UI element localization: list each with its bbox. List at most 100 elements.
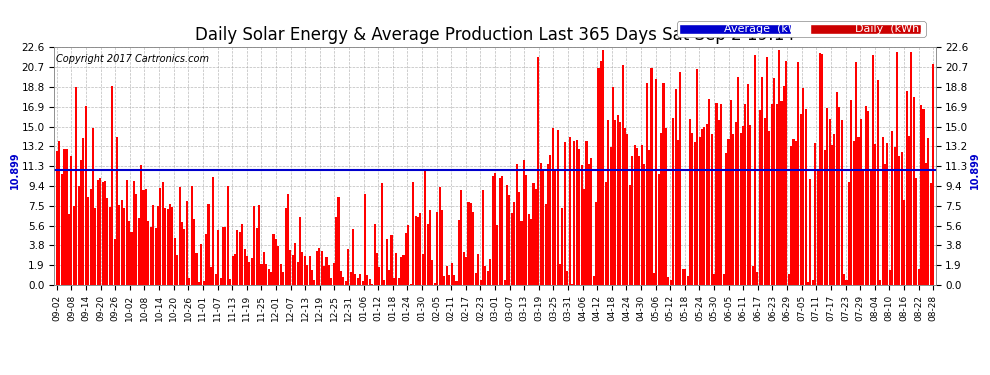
Bar: [850, 100, 852, 285]
Bar: [523, 160, 525, 285]
Bar: [361, 281, 363, 285]
Bar: [237, 230, 239, 285]
Bar: [77, 186, 79, 285]
Bar: [906, 91, 908, 285]
Bar: [533, 183, 535, 285]
Bar: [918, 269, 920, 285]
Bar: [205, 234, 207, 285]
Bar: [578, 149, 580, 285]
Bar: [85, 106, 87, 285]
Bar: [583, 189, 585, 285]
Bar: [581, 165, 583, 285]
Bar: [632, 156, 634, 285]
Bar: [215, 274, 217, 285]
Bar: [721, 104, 723, 285]
Bar: [679, 72, 681, 285]
Bar: [455, 280, 457, 285]
Bar: [282, 272, 284, 285]
Bar: [166, 209, 168, 285]
Bar: [152, 205, 154, 285]
Bar: [600, 61, 602, 285]
Bar: [775, 104, 778, 285]
Bar: [652, 273, 655, 285]
Bar: [176, 255, 178, 285]
Bar: [465, 257, 467, 285]
Bar: [171, 207, 173, 285]
Bar: [857, 138, 859, 285]
Bar: [222, 227, 224, 285]
Bar: [299, 217, 301, 285]
Bar: [453, 275, 455, 285]
Bar: [691, 133, 693, 285]
Bar: [855, 62, 857, 285]
Bar: [660, 134, 662, 285]
Bar: [121, 200, 123, 285]
Bar: [773, 78, 775, 285]
Bar: [437, 211, 439, 285]
Bar: [687, 276, 689, 285]
Bar: [460, 190, 462, 285]
Bar: [441, 210, 444, 285]
Bar: [684, 269, 686, 285]
Bar: [280, 264, 282, 285]
Bar: [704, 127, 706, 285]
Bar: [504, 280, 506, 285]
Bar: [477, 254, 479, 285]
Bar: [708, 99, 710, 285]
Bar: [530, 219, 533, 285]
Bar: [232, 256, 234, 285]
Bar: [114, 239, 116, 285]
Bar: [629, 185, 631, 285]
Bar: [800, 114, 802, 285]
Bar: [641, 146, 643, 285]
Bar: [161, 182, 163, 285]
Bar: [740, 133, 742, 285]
Bar: [780, 101, 782, 285]
Bar: [845, 280, 847, 285]
Bar: [220, 278, 222, 285]
Bar: [405, 232, 407, 285]
Bar: [824, 150, 826, 285]
Bar: [788, 274, 790, 285]
Bar: [730, 100, 732, 285]
Bar: [287, 195, 289, 285]
Bar: [338, 197, 340, 285]
Bar: [407, 225, 409, 285]
Bar: [501, 176, 503, 285]
Bar: [258, 204, 260, 285]
Bar: [756, 272, 758, 285]
Bar: [395, 253, 397, 285]
Bar: [68, 214, 70, 285]
Bar: [822, 54, 824, 285]
Bar: [836, 93, 838, 285]
Bar: [126, 180, 128, 285]
Bar: [80, 159, 82, 285]
Bar: [925, 163, 927, 285]
Bar: [70, 156, 72, 285]
Bar: [376, 253, 378, 285]
Bar: [97, 180, 99, 285]
Bar: [521, 221, 523, 285]
Bar: [92, 128, 94, 285]
Bar: [448, 275, 450, 285]
Bar: [879, 280, 881, 285]
Bar: [738, 77, 740, 285]
Bar: [234, 254, 236, 285]
Bar: [617, 115, 619, 285]
Bar: [149, 227, 151, 285]
Bar: [889, 270, 891, 285]
Bar: [157, 206, 159, 285]
Bar: [624, 128, 626, 285]
Bar: [55, 151, 57, 285]
Bar: [439, 187, 441, 285]
Bar: [270, 272, 272, 285]
Bar: [585, 141, 587, 285]
Bar: [203, 280, 205, 285]
Bar: [829, 118, 831, 285]
Bar: [60, 174, 62, 285]
Bar: [400, 256, 402, 285]
Bar: [89, 189, 92, 285]
Bar: [487, 271, 489, 285]
Bar: [817, 169, 819, 285]
Bar: [345, 281, 346, 285]
